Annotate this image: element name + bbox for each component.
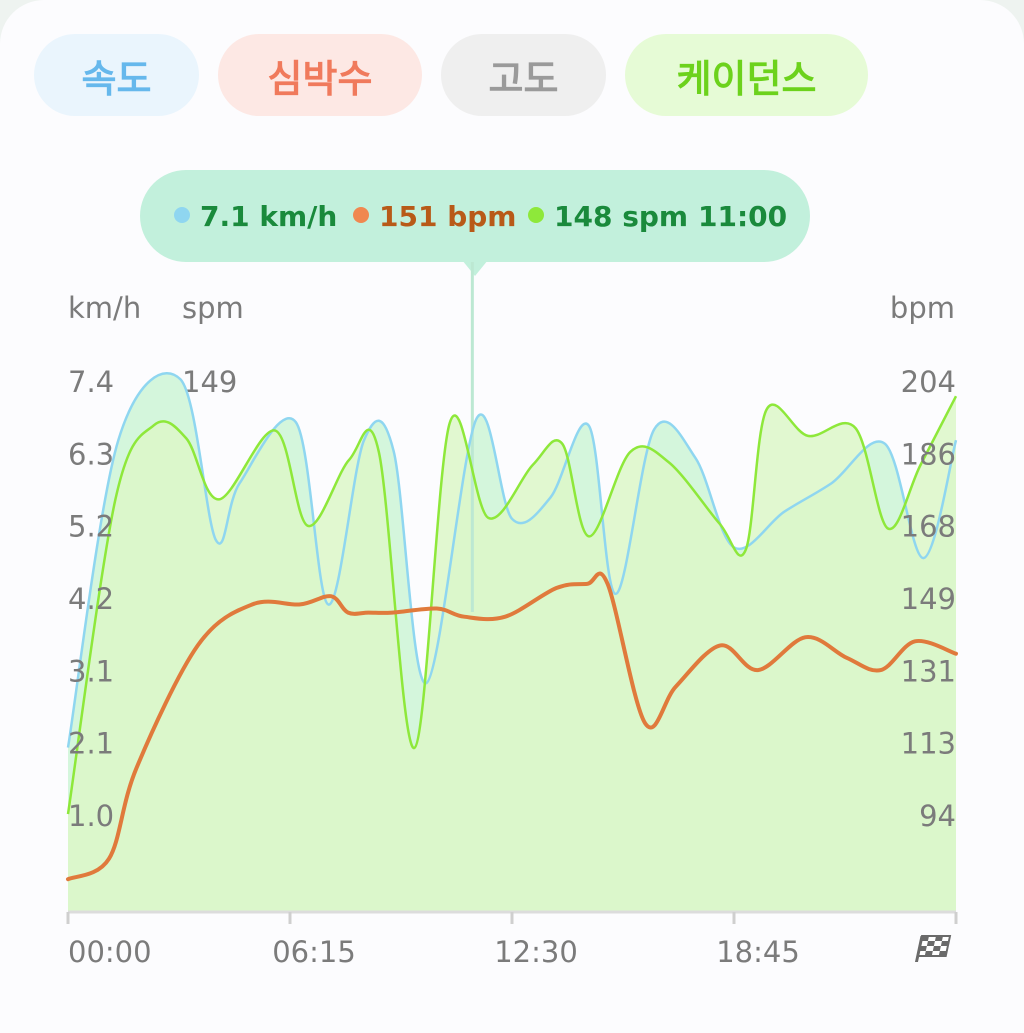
cadence-legend-dot	[528, 207, 544, 223]
right-tick-label: 149	[901, 582, 956, 616]
x-tick-label: 06:15	[272, 935, 356, 969]
tab-cadence[interactable]: 케이던스	[625, 34, 868, 116]
left-tick-label: 4.2	[68, 582, 114, 616]
cadence-area	[68, 396, 956, 912]
right-axis-unit: bpm	[890, 291, 955, 325]
left-tick-label: 7.4	[68, 365, 114, 399]
x-tick-label: 12:30	[494, 935, 578, 969]
left-tick-label: 6.3	[68, 437, 114, 471]
right-axis-ticks: 204 186 168 149 131 113 94	[901, 365, 956, 833]
right-tick-label: 131	[901, 654, 956, 688]
right-tick-label: 94	[919, 799, 956, 833]
left-tick-label: 2.1	[68, 727, 114, 761]
left-tick-label: 1.0	[68, 799, 114, 833]
left-tick-label: 5.2	[68, 510, 114, 544]
heart-rate-legend-dot	[353, 207, 369, 223]
tooltip-pointer	[462, 260, 488, 276]
right-tick-label: 186	[901, 437, 956, 471]
tooltip-cadence: 148 spm	[554, 200, 688, 233]
tooltip-time: 11:00	[698, 200, 787, 233]
second-left-top-tick: 149	[182, 365, 237, 399]
tab-speed[interactable]: 속도	[34, 34, 199, 116]
tooltip-bg	[140, 170, 810, 262]
tooltip-heart-rate: 151 bpm	[379, 200, 516, 233]
cadence-line	[66, 395, 958, 815]
tooltip: 7.1 km/h 151 bpm 148 spm 11:00	[140, 170, 810, 276]
tab-altitude[interactable]: 고도	[441, 34, 606, 116]
left-tick-label: 3.1	[68, 654, 114, 688]
x-tick-label: 00:00	[68, 935, 152, 969]
tab-heart-rate[interactable]: 심박수	[218, 34, 422, 116]
second-left-axis-unit: spm	[182, 291, 244, 325]
heart-rate-line	[66, 571, 958, 882]
right-tick-label: 113	[901, 727, 956, 761]
right-tick-label: 204	[901, 365, 956, 399]
x-axis-ticks: 00:00 06:15 12:30 18:45	[66, 912, 958, 969]
checkered-flag-icon	[914, 935, 952, 962]
x-tick-label: 18:45	[716, 935, 800, 969]
speed-line	[66, 372, 958, 748]
right-tick-label: 168	[901, 510, 956, 544]
left-axis-ticks: 7.4 6.3 5.2 4.2 3.1 2.1 1.0	[68, 365, 114, 833]
tooltip-speed: 7.1 km/h	[200, 200, 337, 233]
left-axis-unit: km/h	[68, 291, 141, 325]
speed-legend-dot	[174, 207, 190, 223]
